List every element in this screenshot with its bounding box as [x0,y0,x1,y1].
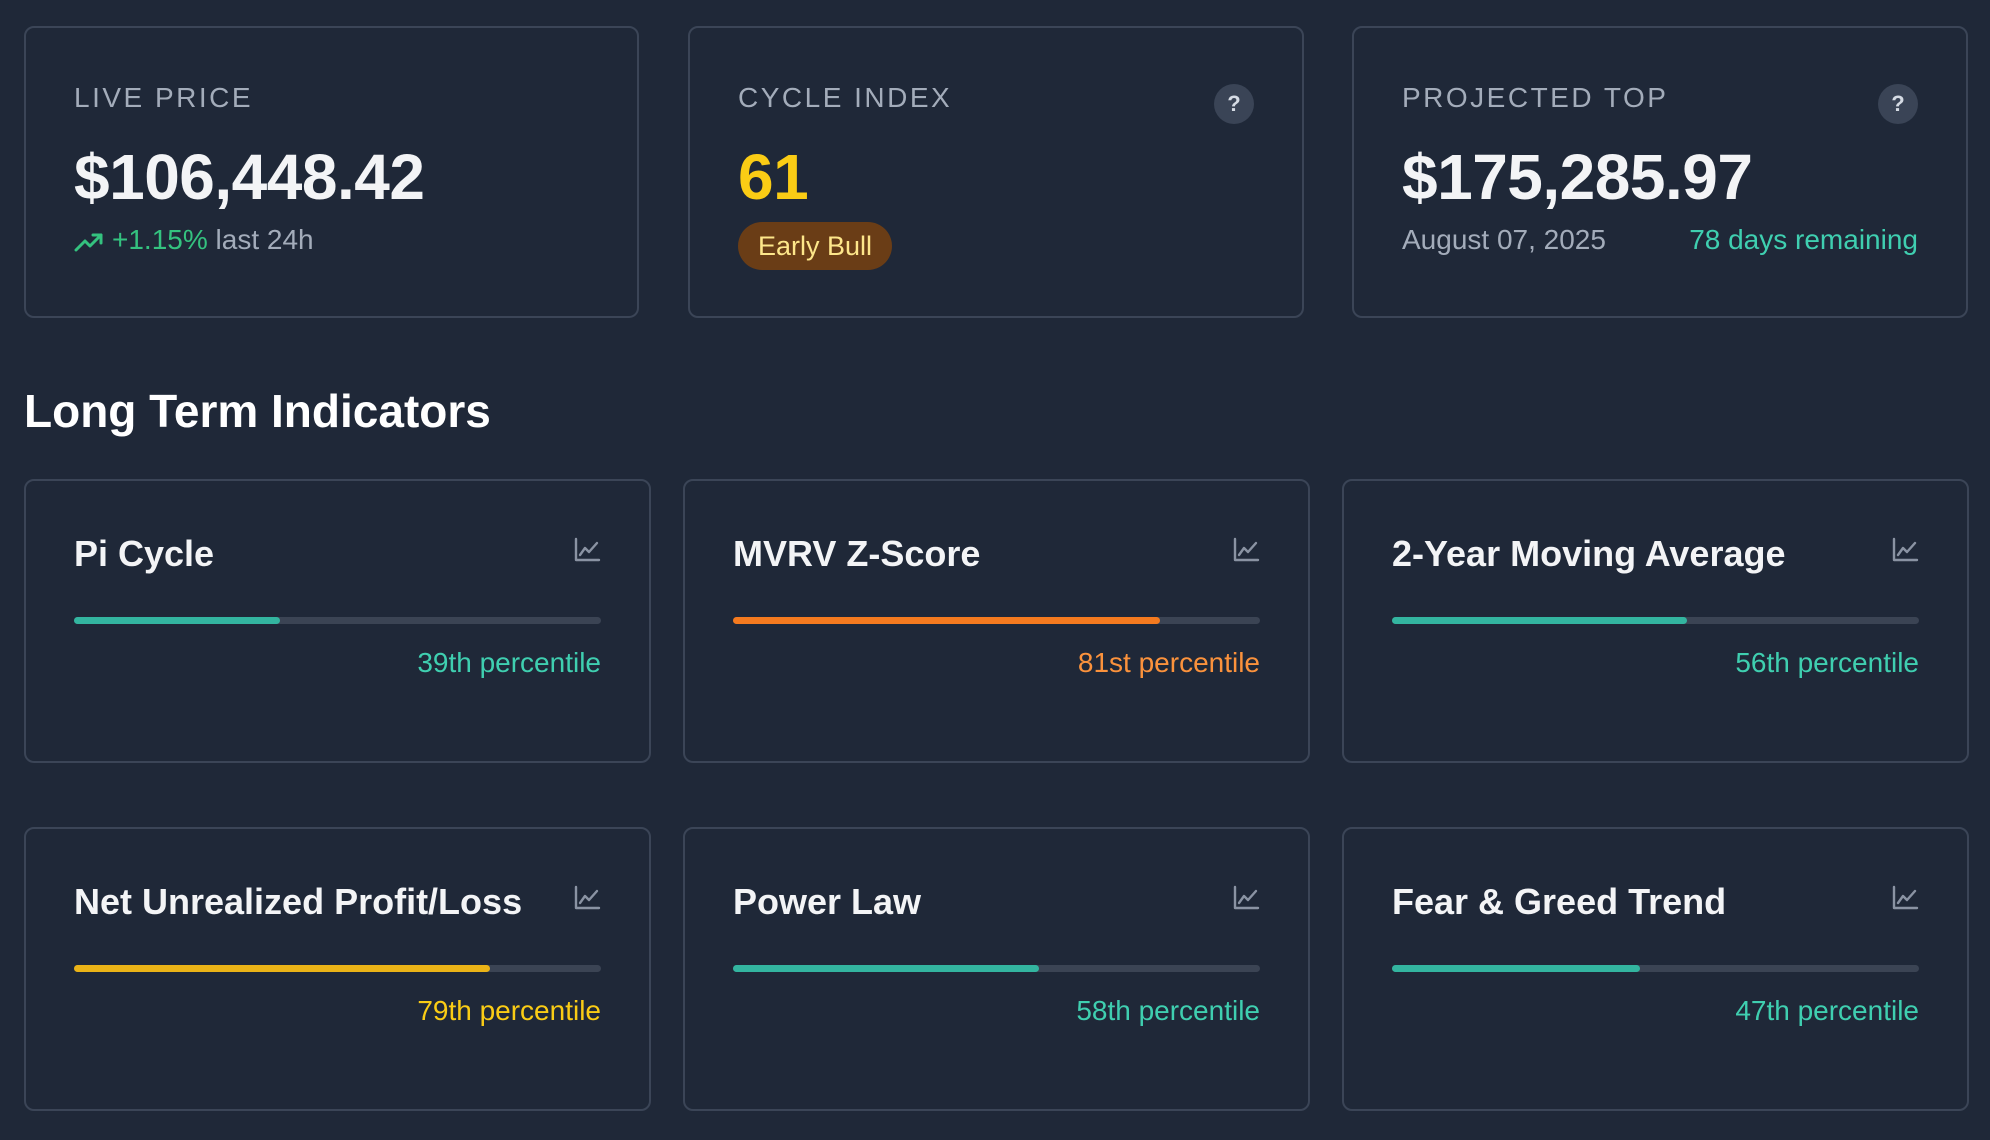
line-chart-icon[interactable] [1891,885,1919,911]
line-chart-icon[interactable] [1232,885,1260,911]
percentile-fill [1392,617,1688,624]
percentile-label: 79th percentile [417,995,601,1026]
percentile-fill [74,965,491,972]
line-chart-icon[interactable] [573,537,601,563]
cycle-index-label: CYCLE INDEX [738,82,953,113]
price-change-value: +1.15% [112,224,208,255]
section-title: Long Term Indicators [24,385,491,437]
indicator-card[interactable]: 2-Year Moving Average 56th percentile [1342,479,1969,763]
live-price-card: LIVE PRICE $106,448.42 +1.15% last 24h [24,26,639,318]
cycle-index-value: 61 [738,141,809,213]
percentile-label: 47th percentile [1735,995,1919,1026]
price-change-row: +1.15% last 24h [74,224,314,256]
percentile-track [733,617,1260,624]
indicator-name: Fear & Greed Trend [1392,881,1727,922]
percentile-track [1392,617,1919,624]
percentile-label: 81st percentile [1077,647,1260,678]
days-remaining: 78 days remaining [1689,224,1918,255]
indicator-name: Power Law [733,881,922,922]
indicator-name: 2-Year Moving Average [1392,533,1786,574]
indicator-card[interactable]: MVRV Z-Score 81st percentile [683,479,1310,763]
indicator-card[interactable]: Power Law 58th percentile [683,827,1310,1111]
help-icon[interactable]: ? [1214,84,1254,124]
percentile-track [733,965,1260,972]
help-icon[interactable]: ? [1878,84,1918,124]
percentile-label: 56th percentile [1735,647,1919,678]
percentile-track [74,617,601,624]
percentile-label: 39th percentile [417,647,601,678]
live-price-label: LIVE PRICE [74,82,254,113]
percentile-label: 58th percentile [1076,995,1260,1026]
percentile-fill [1392,965,1640,972]
projected-top-card: PROJECTED TOP ? $175,285.97 August 07, 2… [1352,26,1968,318]
indicator-name: MVRV Z-Score [733,533,981,574]
indicator-card[interactable]: Fear & Greed Trend 47th percentile [1342,827,1969,1111]
percentile-fill [733,965,1039,972]
indicator-name: Net Unrealized Profit/Loss [74,881,523,922]
indicator-name: Pi Cycle [74,533,215,574]
percentile-track [1392,965,1919,972]
indicator-card[interactable]: Net Unrealized Profit/Loss 79th percenti… [24,827,651,1111]
cycle-phase-badge: Early Bull [738,222,893,270]
projected-top-date: August 07, 2025 [1402,224,1606,255]
live-price-value: $106,448.42 [74,141,425,213]
line-chart-icon[interactable] [573,885,601,911]
price-change-period: last 24h [215,224,314,255]
trending-up-icon [74,233,103,252]
percentile-fill [733,617,1160,624]
percentile-track [74,965,601,972]
indicator-card[interactable]: Pi Cycle 39th percentile [24,479,651,763]
line-chart-icon[interactable] [1232,537,1260,563]
cycle-index-card: CYCLE INDEX ? 61 Early Bull [688,26,1304,318]
projected-top-label: PROJECTED TOP [1402,82,1669,113]
line-chart-icon[interactable] [1891,537,1919,563]
percentile-fill [74,617,280,624]
projected-top-value: $175,285.97 [1402,141,1753,213]
